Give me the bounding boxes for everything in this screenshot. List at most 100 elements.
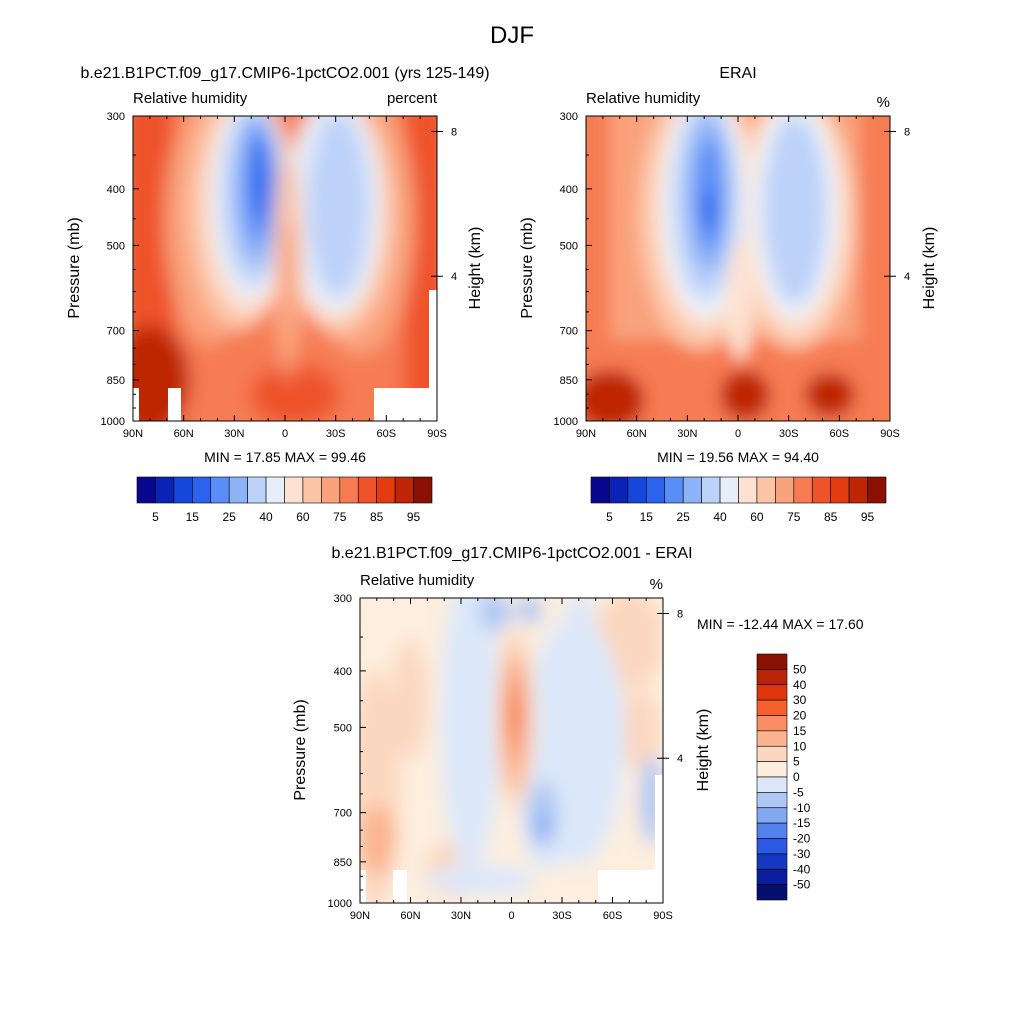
colorbar-swatch: [811, 476, 831, 504]
right-label: %: [877, 94, 890, 111]
y2-tick-label: 4: [677, 753, 683, 765]
colorbar-swatch: [756, 761, 788, 778]
colorbar-label: 50: [793, 662, 807, 676]
y-tick-label: 500: [560, 240, 578, 252]
contour-field: [586, 116, 890, 421]
y2-tick-label: 4: [904, 271, 910, 283]
panel-model: b.e21.B1PCT.f09_g17.CMIP6-1pctCO2.001 (y…: [66, 65, 490, 524]
colorbar-label: 85: [370, 510, 384, 524]
x-tick-label: 30S: [326, 428, 346, 440]
x-tick-label: 0: [735, 428, 741, 440]
left-label: Relative humidity: [586, 90, 701, 107]
y2-tick-label: 8: [677, 608, 683, 620]
y-tick-label: 700: [560, 326, 578, 338]
y-tick-label: 850: [560, 375, 578, 387]
left-label: Relative humidity: [360, 572, 475, 589]
y-tick-label: 850: [107, 375, 125, 387]
colorbar-label: 15: [186, 510, 200, 524]
colorbar-swatch: [793, 476, 813, 504]
colorbar-swatch: [756, 745, 788, 762]
colorbar-swatch: [284, 476, 304, 504]
colorbar-label: 60: [296, 510, 310, 524]
stats-text: MIN = 17.85 MAX = 99.46: [204, 449, 366, 465]
x-tick-label: 30N: [451, 910, 471, 922]
y2-tick-label: 4: [451, 271, 457, 283]
colorbar-swatch: [756, 822, 788, 839]
y-ticks: 300 400 500 700 850 1000 8 4 90N 60N 30N 0 30S 60S 90S: [101, 111, 458, 440]
panel-difference: b.e21.B1PCT.f09_g17.CMIP6-1pctCO2.001 - …: [292, 545, 864, 922]
colorbar-swatch: [265, 476, 285, 504]
colorbar-label: 30: [793, 693, 807, 707]
contour-field: [360, 598, 663, 903]
colorbar-label: -15: [793, 816, 811, 830]
colorbar-swatch: [756, 699, 788, 716]
colorbar-swatch: [394, 476, 414, 504]
x-tick-label: 90N: [350, 910, 370, 922]
x-tick-label: 0: [508, 910, 514, 922]
contour-field: [133, 116, 437, 421]
colorbar-label: 40: [259, 510, 273, 524]
colorbar-label: -50: [793, 878, 811, 892]
x-tick-label: 60S: [603, 910, 623, 922]
colorbar-swatch: [848, 476, 868, 504]
colorbar-swatch: [756, 476, 776, 504]
stats-text: MIN = 19.56 MAX = 94.40: [657, 449, 819, 465]
colorbar-label: -5: [793, 785, 804, 799]
x-tick-label: 30S: [779, 428, 799, 440]
colorbar-swatch: [192, 476, 212, 504]
colorbar-label: 40: [793, 678, 807, 692]
colorbar-swatch: [756, 807, 788, 824]
x-tick-label: 90N: [123, 428, 143, 440]
x-tick-label: 60N: [627, 428, 647, 440]
colorbar-swatch: [155, 476, 175, 504]
colorbar-swatch: [756, 838, 788, 855]
x-tick-label: 30S: [552, 910, 572, 922]
colorbar-label: 5: [606, 510, 613, 524]
colorbar-label: 15: [640, 510, 654, 524]
colorbar-swatch: [682, 476, 702, 504]
colorbar-label: 95: [861, 510, 875, 524]
panel-title: b.e21.B1PCT.f09_g17.CMIP6-1pctCO2.001 (y…: [80, 65, 489, 82]
colorbar-swatch: [756, 669, 788, 686]
panel-erai: ERAI Relative humidity %: [519, 65, 938, 524]
colorbar-label: 20: [793, 709, 807, 723]
colorbar-swatch: [590, 476, 610, 504]
colorbar-label: 0: [793, 770, 800, 784]
colorbar-swatch: [413, 476, 433, 504]
y2-axis-label: Height (km): [921, 227, 938, 310]
colorbar-label: 75: [787, 510, 801, 524]
colorbar-label: -20: [793, 832, 811, 846]
x-tick-label: 30N: [224, 428, 244, 440]
colorbar-label: 95: [407, 510, 421, 524]
y-ticks: 300 400 500 700 850 1000 8 4 90N 60N 30N 0 30S 60S 90S: [554, 111, 911, 440]
y-tick-label: 300: [560, 111, 578, 123]
y2-axis-label: Height (km): [695, 709, 712, 792]
x-tick-label: 30N: [677, 428, 697, 440]
colorbar-swatch: [756, 868, 788, 885]
colorbar-label: -30: [793, 847, 811, 861]
colorbar-swatch: [627, 476, 647, 504]
colorbar-label: 15: [793, 724, 807, 738]
y-tick-label: 1000: [554, 416, 578, 428]
colorbar-swatch: [136, 476, 156, 504]
x-tick-label: 90N: [576, 428, 596, 440]
colorbar-swatch: [339, 476, 359, 504]
colorbar-swatch: [756, 776, 788, 793]
y-tick-label: 500: [107, 240, 125, 252]
y2-tick-label: 8: [451, 126, 457, 138]
colorbar-swatch: [756, 884, 788, 901]
colorbar-swatch: [756, 730, 788, 747]
y-tick-label: 300: [107, 111, 125, 123]
colorbar-swatch: [756, 684, 788, 701]
panel-title: b.e21.B1PCT.f09_g17.CMIP6-1pctCO2.001 - …: [331, 545, 692, 562]
colorbar-label: 10: [793, 739, 807, 753]
colorbar-label: 25: [223, 510, 237, 524]
x-tick-label: 90S: [880, 428, 900, 440]
colorbar-label: 5: [152, 510, 159, 524]
colorbar-label: 40: [713, 510, 727, 524]
colorbar-swatch: [376, 476, 396, 504]
panel-title: ERAI: [719, 65, 756, 82]
colorbar-label: 25: [677, 510, 691, 524]
